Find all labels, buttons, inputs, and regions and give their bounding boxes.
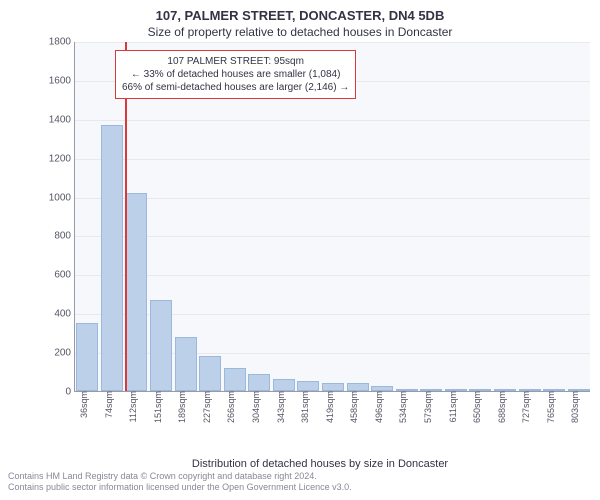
histogram-bar <box>248 374 270 392</box>
annotation-line-1: 107 PALMER STREET: 95sqm <box>122 55 349 68</box>
x-tick-label: 227sqm <box>200 391 212 423</box>
y-tick-label: 200 <box>54 348 75 359</box>
histogram-bar <box>125 193 147 391</box>
x-tick-label: 650sqm <box>470 391 482 423</box>
histogram-bar <box>224 368 246 391</box>
histogram-bar <box>273 379 295 391</box>
annotation-line-3: 66% of semi-detached houses are larger (… <box>122 81 349 94</box>
x-tick-label: 496sqm <box>372 391 384 423</box>
x-axis-label: Distribution of detached houses by size … <box>192 458 448 470</box>
histogram-bar <box>297 381 319 391</box>
x-tick-label: 573sqm <box>421 391 433 423</box>
histogram-bar <box>347 383 369 391</box>
y-tick-label: 1800 <box>49 37 75 48</box>
gridline <box>75 198 590 199</box>
gridline <box>75 275 590 276</box>
chart-subtitle: Size of property relative to detached ho… <box>0 23 600 39</box>
x-tick-label: 36sqm <box>77 391 89 418</box>
annotation-line-2: ← 33% of detached houses are smaller (1,… <box>122 68 349 81</box>
copyright-line-1: Contains HM Land Registry data © Crown c… <box>8 471 352 483</box>
copyright-notice: Contains HM Land Registry data © Crown c… <box>8 471 352 494</box>
x-tick-label: 381sqm <box>298 391 310 423</box>
y-tick-label: 1600 <box>49 75 75 86</box>
y-tick-label: 400 <box>54 309 75 320</box>
x-tick-label: 688sqm <box>495 391 507 423</box>
chart-area: Number of detached properties 0200400600… <box>50 42 590 432</box>
marker-annotation: 107 PALMER STREET: 95sqm ← 33% of detach… <box>115 50 356 99</box>
chart-title: 107, PALMER STREET, DONCASTER, DN4 5DB <box>0 0 600 23</box>
y-tick-label: 800 <box>54 231 75 242</box>
x-tick-label: 534sqm <box>396 391 408 423</box>
y-tick-label: 1200 <box>49 153 75 164</box>
x-tick-label: 266sqm <box>224 391 236 423</box>
histogram-bar <box>150 300 172 391</box>
gridline <box>75 159 590 160</box>
x-tick-label: 343sqm <box>274 391 286 423</box>
y-tick-label: 0 <box>65 387 75 398</box>
y-tick-label: 1400 <box>49 114 75 125</box>
y-tick-label: 600 <box>54 270 75 281</box>
histogram-bar <box>175 337 197 391</box>
x-tick-label: 803sqm <box>568 391 580 423</box>
copyright-line-2: Contains public sector information licen… <box>8 482 352 494</box>
histogram-bar <box>322 383 344 391</box>
x-tick-label: 727sqm <box>519 391 531 423</box>
histogram-bar <box>76 323 98 391</box>
x-tick-label: 304sqm <box>249 391 261 423</box>
x-tick-label: 765sqm <box>544 391 556 423</box>
histogram-bar <box>101 125 123 391</box>
gridline <box>75 42 590 43</box>
gridline <box>75 236 590 237</box>
x-tick-label: 458sqm <box>347 391 359 423</box>
x-tick-label: 151sqm <box>151 391 163 423</box>
y-tick-label: 1000 <box>49 192 75 203</box>
x-tick-label: 611sqm <box>446 391 458 422</box>
x-tick-label: 419sqm <box>323 391 335 423</box>
gridline <box>75 120 590 121</box>
x-tick-label: 189sqm <box>175 391 187 423</box>
plot-region: 02004006008001000120014001600180036sqm74… <box>74 42 590 392</box>
x-tick-label: 112sqm <box>126 391 138 422</box>
x-tick-label: 74sqm <box>102 391 114 418</box>
histogram-bar <box>199 356 221 391</box>
